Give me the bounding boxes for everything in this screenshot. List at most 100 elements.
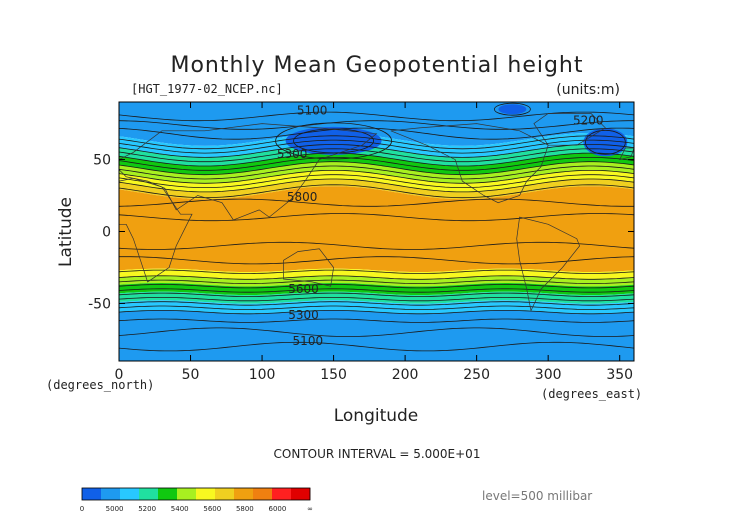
- y-tick-label: 50: [93, 153, 111, 169]
- contour-line: [119, 292, 634, 297]
- contour-closed: [584, 129, 626, 155]
- colorbar-swatch: [120, 488, 140, 500]
- contour-closed: [293, 128, 374, 154]
- colorbar-label: 5000: [106, 505, 124, 513]
- colorbar-label: 5400: [171, 505, 189, 513]
- colorbar-swatch: [139, 488, 159, 500]
- x-tick-label: 50: [182, 367, 200, 383]
- low-canada: [583, 128, 628, 157]
- colorbar-swatch: [101, 488, 121, 500]
- colorbar-swatch: [234, 488, 254, 500]
- colorbar-label: ∞: [307, 505, 313, 513]
- x-tick-label: 350: [606, 367, 633, 383]
- contour-line: [119, 174, 634, 188]
- contour-line: [119, 135, 634, 150]
- contour-line: [119, 297, 634, 302]
- contour-line: [119, 305, 634, 310]
- band-5600-5700: [119, 161, 634, 184]
- low-greenland: [498, 104, 527, 115]
- y-tick-label: -50: [88, 296, 111, 312]
- contour-line: [119, 241, 634, 250]
- contour-interval-label: CONTOUR INTERVAL = 5.000E+01: [274, 447, 481, 461]
- level-label: level=500 millibar: [482, 489, 592, 503]
- colorbar-swatch: [82, 488, 102, 500]
- colorbar-label: 5200: [138, 505, 156, 513]
- contour-label: 5300: [288, 308, 319, 322]
- contour-line: [119, 284, 634, 289]
- file-label: [HGT_1977-02_NCEP.nc]: [131, 82, 283, 96]
- coastline-0: [119, 123, 378, 221]
- colorbar-labels: 0 5000 5200 5400 5600 5800 6000 ∞: [80, 505, 313, 513]
- colorbar-swatch: [158, 488, 178, 500]
- contour-labels: 5100 5200 5300 5800 5600 5300 5100: [277, 104, 604, 348]
- band-5400-5500: [119, 300, 634, 314]
- colorbar-swatch: [177, 488, 197, 500]
- contour-line: [119, 327, 634, 337]
- y-axis-label: Latitude: [56, 197, 76, 267]
- contour-line: [119, 170, 634, 184]
- band-5500-5600: [119, 153, 634, 175]
- colorbar-frame: [81, 487, 311, 501]
- coastline-1: [119, 177, 193, 283]
- coastline-5: [533, 113, 606, 146]
- x-tick-label: 250: [463, 367, 490, 383]
- contour-label: 5300: [277, 147, 308, 161]
- contour-line: [119, 288, 634, 293]
- contour-line: [119, 120, 634, 130]
- units-label: (units:m): [556, 82, 620, 98]
- colorbar-label: 5800: [236, 505, 254, 513]
- colorbar-label: 6000: [269, 505, 287, 513]
- x-tick-label: 200: [392, 367, 419, 383]
- x-tick-label: 100: [249, 367, 276, 383]
- chart-title: Monthly Mean Geopotential height: [170, 53, 583, 78]
- low-siberia: [285, 126, 382, 155]
- contour-label: 5600: [288, 282, 319, 296]
- contour-label: 5100: [297, 104, 328, 118]
- x-unit-label: (degrees_east): [541, 387, 642, 401]
- contour-line: [119, 275, 634, 280]
- y-unit-label: (degrees_north): [46, 378, 154, 392]
- y-axis-ticks: -50 0 50: [88, 153, 634, 312]
- coastline-3: [516, 216, 580, 312]
- contour-label: 5800: [287, 190, 318, 204]
- colorbar-swatch: [215, 488, 235, 500]
- contour-line: [119, 139, 634, 154]
- coastline-4: [390, 123, 549, 204]
- contour-line: [119, 152, 634, 167]
- contour-line: [119, 301, 634, 306]
- contour-line: [119, 310, 634, 315]
- contour-line: [119, 178, 634, 193]
- contour-line: [119, 256, 634, 265]
- contour-line: [119, 157, 634, 171]
- x-tick-label: 0: [115, 367, 124, 383]
- contour-line: [119, 165, 634, 180]
- x-axis-label: Longitude: [334, 406, 419, 426]
- colorbar-swatch: [196, 488, 216, 500]
- band-5700-5800: [119, 170, 634, 192]
- colorbar-swatch: [291, 488, 311, 500]
- contour-line: [119, 148, 634, 163]
- colorbar-label: 5600: [203, 505, 221, 513]
- colorbar-swatch: [272, 488, 292, 500]
- coastline-2: [283, 248, 334, 287]
- contour-label: 5100: [293, 334, 324, 348]
- contour-line: [119, 318, 634, 323]
- coastlines: [119, 113, 634, 312]
- colorbar-swatch: [253, 488, 273, 500]
- band-5400-5500: [119, 144, 634, 166]
- contour-line: [119, 341, 634, 352]
- contour-closed: [275, 122, 392, 160]
- colorbar: [81, 487, 311, 501]
- band-5850-6000: [119, 186, 634, 273]
- x-axis-ticks: 0 50 100 150 200 250 300 350: [115, 102, 633, 383]
- plot-area: 5100 5200 5300 5800 5600 5300 5100: [118, 101, 635, 362]
- low-pressure-regions: [285, 104, 628, 157]
- contour-label: 5200: [573, 114, 604, 128]
- y-tick-label: 0: [102, 225, 111, 241]
- contour-line: [119, 144, 634, 158]
- x-tick-label: 300: [535, 367, 562, 383]
- x-tick-label: 150: [320, 367, 347, 383]
- contour-lines: [119, 102, 634, 352]
- contour-line: [119, 269, 634, 274]
